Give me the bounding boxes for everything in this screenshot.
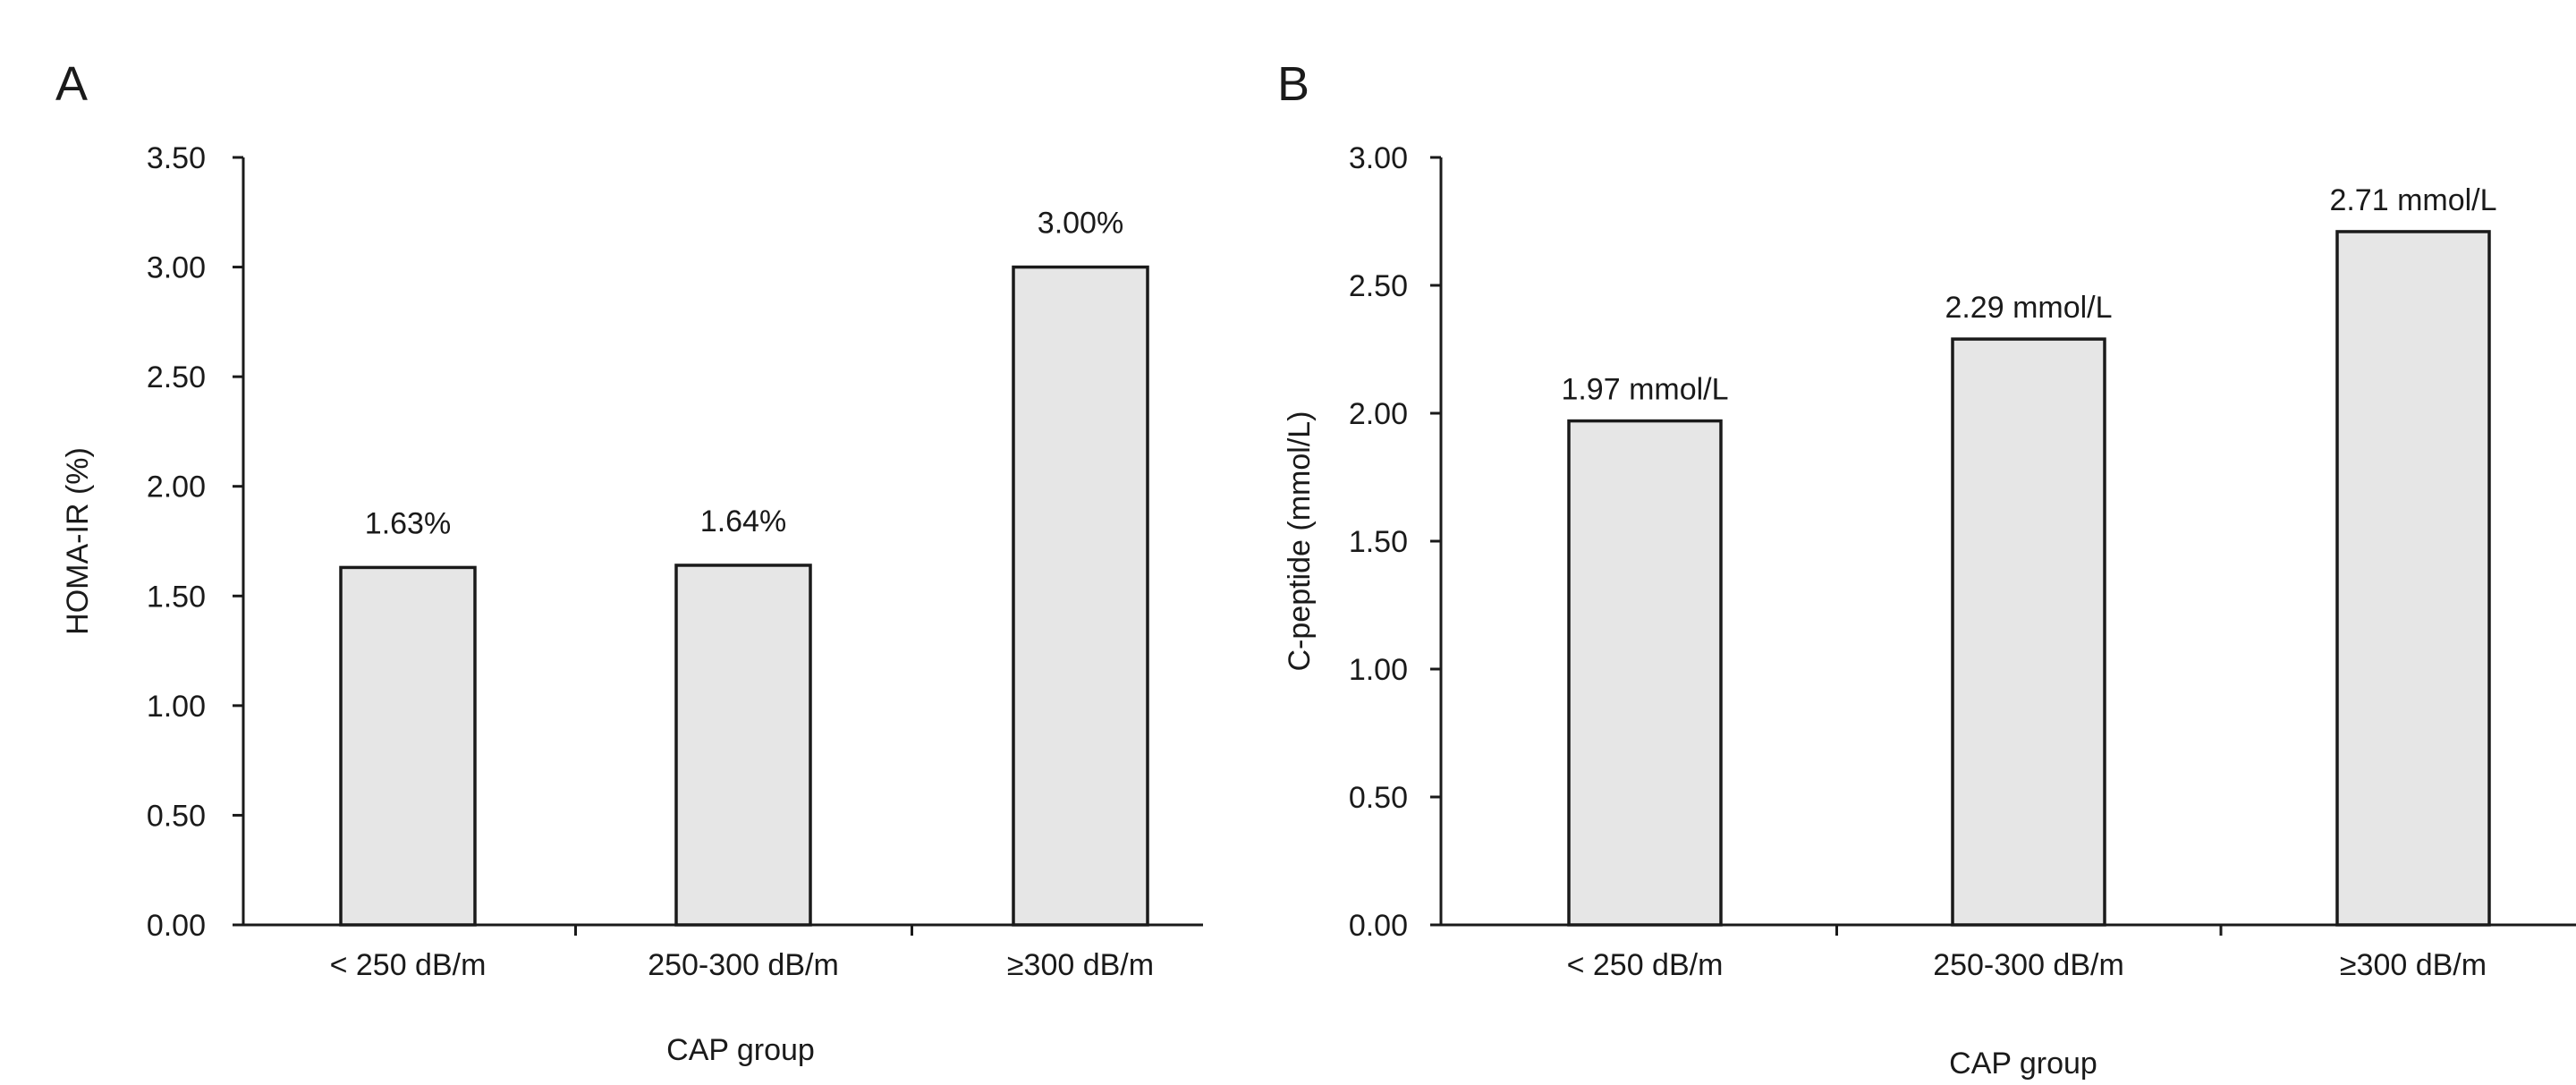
panel-a-y-tick-label: 2.00 — [147, 470, 206, 504]
panel-b-x-axis-title: CAP group — [1949, 1047, 2097, 1081]
panel-a-category-label: ≥300 dB/m — [1007, 948, 1154, 982]
panel-a-y-tick-label: 2.50 — [147, 360, 206, 394]
panel-b-category-label: 250-300 dB/m — [1933, 948, 2124, 982]
panel-b-bar — [1951, 337, 2106, 927]
panel-b-category-label: ≥300 dB/m — [2340, 948, 2487, 982]
panel-a-data-label: 3.00% — [1038, 207, 1123, 241]
panel-a-y-tick-label: 0.00 — [147, 909, 206, 943]
panel-a-data-label: 1.64% — [700, 504, 786, 538]
panel-b-data-label: 2.71 mmol/L — [2329, 183, 2496, 217]
panel-b-y-tick-label: 0.50 — [1349, 781, 1408, 815]
panel-b-y-tick-label: 2.00 — [1349, 397, 1408, 431]
panel-a-data-label: 1.63% — [365, 506, 451, 540]
panel-b-letter: B — [1277, 57, 1309, 111]
panel-b-bar — [1567, 419, 1723, 927]
panel-b-y-tick-label: 1.00 — [1349, 653, 1408, 687]
panel-a-x-axis-title: CAP group — [666, 1033, 815, 1067]
panel-a-chart: A 0.00 0.50 1.00 1.50 2.00 2.50 3.00 3.50 1.63% < … — [55, 57, 1203, 1067]
panel-a-bar — [339, 565, 477, 927]
panel-b-y-tick-label: 0.00 — [1349, 909, 1408, 943]
panel-a-y-tick-label: 0.50 — [147, 799, 206, 833]
panel-a-bar — [674, 564, 812, 927]
panel-a-y-tick-label: 3.50 — [147, 141, 206, 175]
panel-b-category-label: < 250 dB/m — [1567, 948, 1724, 982]
panel-b-data-label: 2.29 mmol/L — [1945, 291, 2112, 325]
panel-b-chart: B 0.00 0.50 1.00 1.50 2.00 2.50 3.00 1.97 mmol/L… — [1277, 57, 2576, 1081]
panel-a-category-label: < 250 dB/m — [330, 948, 487, 982]
panel-a-y-tick-label: 1.00 — [147, 690, 206, 724]
panel-b-bar — [2335, 230, 2491, 927]
panel-b-y-axis-title: C-peptide (mmol/L) — [1283, 411, 1317, 672]
panel-a-y-axis-title: HOMA-IR (%) — [61, 447, 95, 635]
panel-a-bar — [1012, 265, 1149, 927]
panel-b-y-tick-label: 1.50 — [1349, 525, 1408, 559]
panel-a-y-tick-label: 1.50 — [147, 580, 206, 614]
panel-a-letter: A — [55, 57, 88, 111]
panel-b-y-tick-label: 2.50 — [1349, 269, 1408, 303]
panel-b-y-tick-label: 3.00 — [1349, 141, 1408, 175]
panel-a-category-label: 250-300 dB/m — [648, 948, 839, 982]
panel-b-data-label: 1.97 mmol/L — [1561, 373, 1728, 407]
panel-a-y-tick-label: 3.00 — [147, 251, 206, 285]
